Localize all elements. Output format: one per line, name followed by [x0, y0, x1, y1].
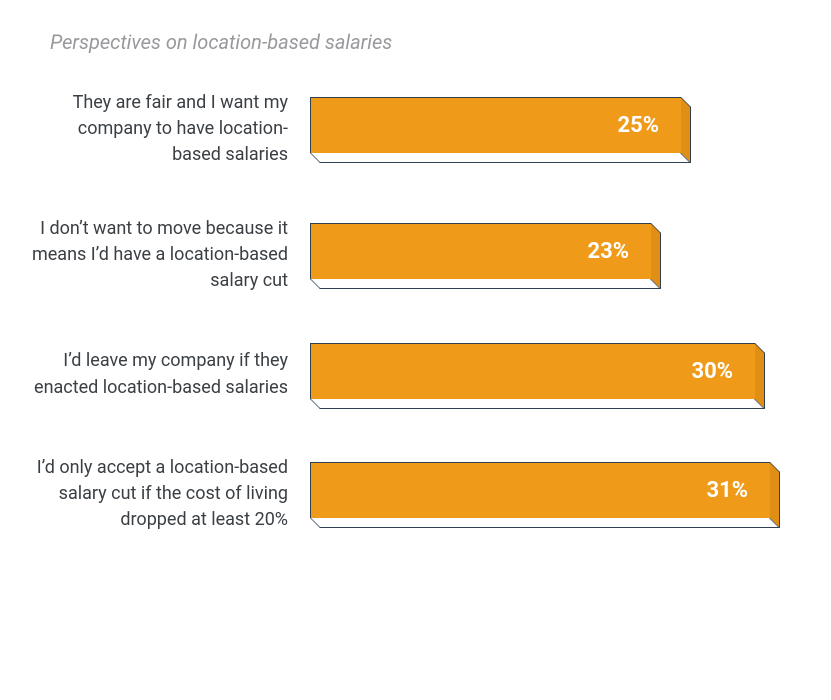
- bar-front: 31%: [310, 462, 770, 518]
- bar-value: 25%: [617, 113, 659, 138]
- bar-side: [770, 462, 780, 528]
- chart-title: Perspectives on location-based salaries: [30, 30, 791, 54]
- bar-bottom: [310, 399, 765, 409]
- bar-value: 31%: [706, 478, 748, 503]
- bar-area: 25%: [310, 97, 791, 161]
- bar-row: I don’t want to move because it means I’…: [30, 216, 791, 294]
- bar-area: 31%: [310, 462, 791, 526]
- bar-value: 23%: [587, 239, 629, 264]
- bar-bottom: [310, 279, 661, 289]
- bar-value: 30%: [691, 359, 733, 384]
- bar-side: [755, 343, 765, 409]
- bar-front: 25%: [310, 97, 681, 153]
- bar-area: 30%: [310, 343, 791, 407]
- bar-row: They are fair and I want my company to h…: [30, 90, 791, 168]
- bar-label: I don’t want to move because it means I’…: [30, 216, 310, 294]
- bar-area: 23%: [310, 223, 791, 287]
- bar-row: I’d leave my company if they enacted loc…: [30, 343, 791, 407]
- bar-front: 30%: [310, 343, 755, 399]
- bar-side: [681, 97, 691, 163]
- bar-bottom: [310, 153, 691, 163]
- bar-label: They are fair and I want my company to h…: [30, 90, 310, 168]
- bar-label: I’d leave my company if they enacted loc…: [30, 348, 310, 400]
- bar-front: 23%: [310, 223, 651, 279]
- bar-chart: They are fair and I want my company to h…: [30, 90, 791, 533]
- bar-row: I’d only accept a location-based salary …: [30, 455, 791, 533]
- bar-label: I’d only accept a location-based salary …: [30, 455, 310, 533]
- bar-bottom: [310, 518, 780, 528]
